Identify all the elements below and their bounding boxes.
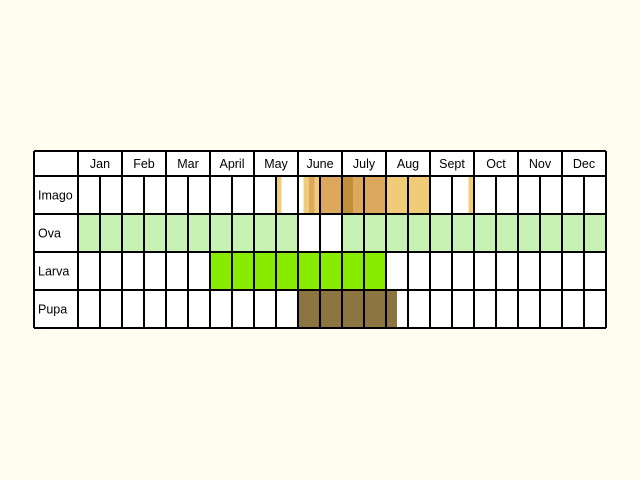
month-label-june: June (306, 157, 333, 171)
month-label-april: April (219, 157, 244, 171)
stage-segment-pupa (298, 290, 397, 328)
month-label-july: July (353, 157, 376, 171)
stage-segment-imago (309, 176, 315, 214)
calendar-labels: Jan Feb Mar April May June July Aug Sept Oct Nov De… (38, 157, 595, 317)
stage-segment-imago (331, 176, 342, 214)
stage-segment-imago (303, 176, 309, 214)
month-label-dec: Dec (573, 157, 595, 171)
month-label-mar: Mar (177, 157, 199, 171)
month-label-sept: Sept (439, 157, 465, 171)
month-label-may: May (264, 157, 288, 171)
stage-label-larva: Larva (38, 265, 69, 279)
stage-segment-imago (314, 176, 320, 214)
stage-segment-imago (342, 176, 353, 214)
stage-label-ova: Ova (38, 227, 61, 241)
stage-segment-imago (468, 176, 474, 214)
calendar-grid (33, 150, 607, 329)
month-label-jan: Jan (90, 157, 110, 171)
month-label-oct: Oct (486, 157, 506, 171)
stage-segment-imago (353, 176, 364, 214)
stage-label-imago: Imago (38, 189, 73, 203)
month-label-nov: Nov (529, 157, 552, 171)
month-label-feb: Feb (133, 157, 155, 171)
month-label-aug: Aug (397, 157, 419, 171)
stage-segment-imago (276, 176, 282, 214)
stage-segment-imago (364, 176, 386, 214)
stage-segment-imago (320, 176, 331, 214)
stage-label-pupa: Pupa (38, 303, 67, 317)
